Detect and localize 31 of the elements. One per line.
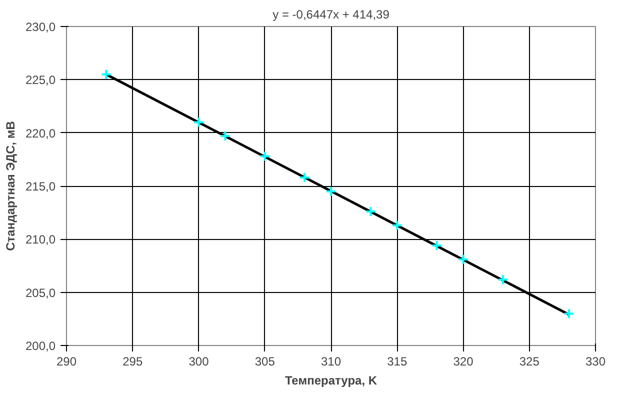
y-tick-label: 220,0: [25, 126, 56, 140]
point: [564, 308, 575, 320]
point: [220, 130, 231, 142]
y-tick-label: 210,0: [25, 232, 56, 247]
point: [259, 150, 270, 162]
x-tick-label: 295: [122, 354, 143, 368]
x-tick-label: 330: [585, 354, 606, 368]
point: [458, 254, 469, 265]
y-axis-title: Стандартная ЭДС, мВ: [3, 120, 18, 251]
point: [497, 274, 508, 286]
text: y = -0,6447x + 414,39: [272, 8, 390, 22]
point: [299, 172, 310, 183]
y-tick-label: 230,0: [25, 20, 56, 34]
y-tick-label: 205,0: [25, 286, 56, 300]
point: [193, 116, 204, 128]
x-tick-label: 315: [387, 354, 408, 368]
x-tick-label: 305: [254, 354, 276, 368]
point: [365, 206, 376, 218]
y-tick-label: 225,0: [25, 73, 56, 88]
y-tick-label: 200,0: [25, 339, 56, 353]
x-tick-label: 290: [56, 354, 77, 368]
point: [392, 220, 403, 231]
point: [326, 186, 336, 197]
x-axis-title: Температура, K: [284, 374, 378, 388]
x-tick-label: 320: [453, 354, 474, 368]
point: [100, 68, 112, 80]
x-tick-label: 325: [519, 354, 540, 368]
x-tick-label: 300: [188, 354, 210, 368]
x-tick-label: 310: [320, 354, 342, 368]
point: [431, 240, 442, 252]
y-tick-label: 215,0: [25, 180, 56, 194]
